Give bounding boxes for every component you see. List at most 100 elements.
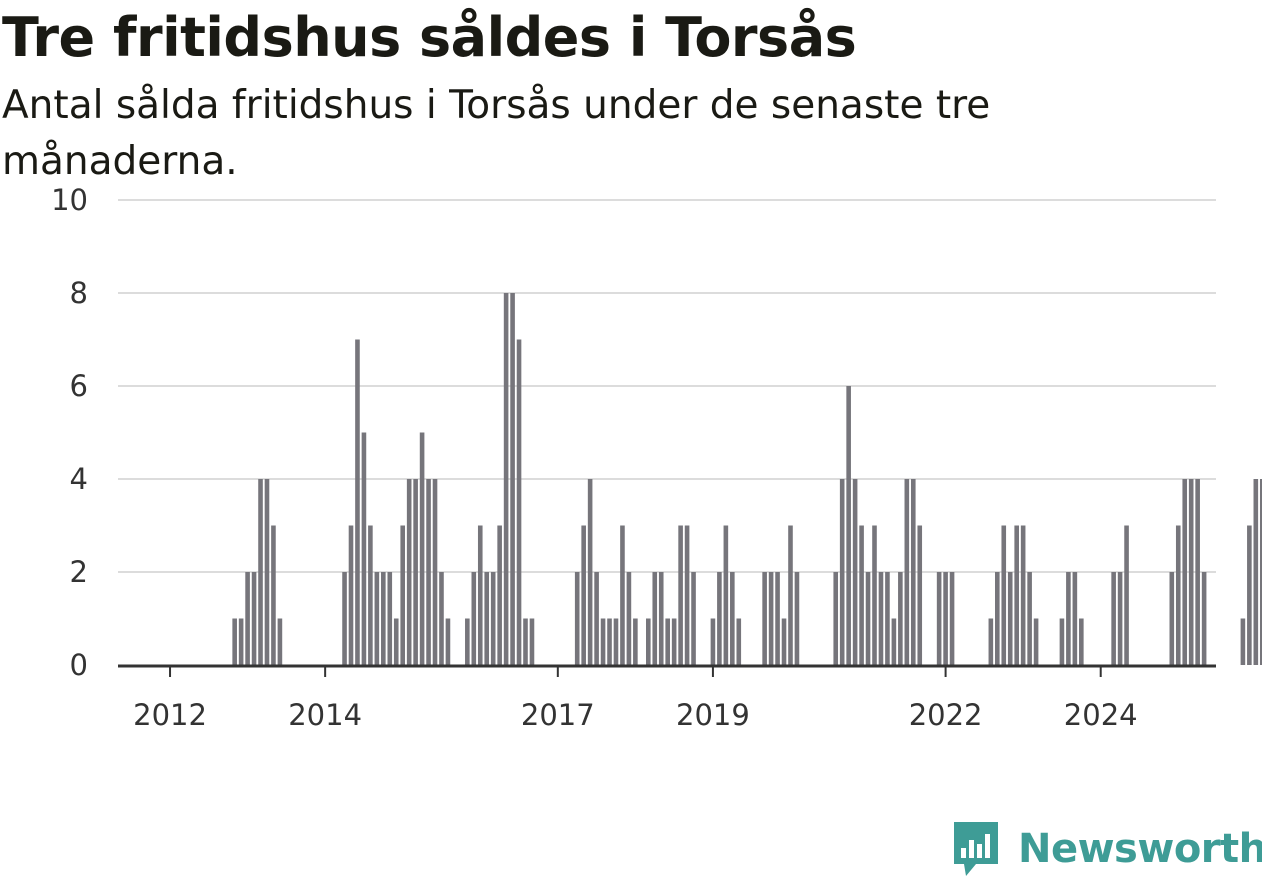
bar	[516, 339, 522, 665]
chart-title: Tre fritidshus såldes i Torsås	[2, 6, 857, 69]
bar	[730, 572, 735, 665]
y-tick-label: 8	[70, 276, 88, 310]
bar	[917, 525, 923, 665]
bar	[859, 525, 864, 665]
bar	[1033, 618, 1039, 665]
chart-subtitle: Antal sålda fritidshus i Torsås under de…	[2, 83, 991, 184]
bar	[775, 572, 780, 665]
bar	[510, 293, 515, 665]
bar	[361, 432, 367, 665]
bar	[691, 572, 696, 665]
bar	[768, 572, 774, 665]
y-tick-label: 2	[70, 555, 88, 589]
y-axis-ticks: 0 2 4 6 8 10	[51, 183, 88, 682]
bar	[581, 525, 586, 665]
bar	[878, 572, 884, 665]
bar	[988, 618, 994, 665]
bar	[490, 572, 496, 665]
bar	[419, 432, 425, 665]
bar	[665, 618, 670, 665]
x-tick-label: 2012	[133, 698, 207, 732]
bar	[1247, 525, 1252, 665]
bar	[1175, 525, 1181, 665]
x-tick-label: 2014	[288, 698, 362, 732]
bar	[587, 479, 593, 665]
bar	[788, 525, 793, 665]
bar	[1195, 479, 1200, 665]
bar	[1124, 525, 1129, 665]
bar	[465, 618, 470, 665]
newsworthy-logo: Newsworthy	[952, 820, 1262, 878]
bar	[943, 572, 948, 665]
bar	[1259, 479, 1262, 665]
bar	[477, 525, 483, 665]
bar	[898, 572, 903, 665]
bar	[1027, 572, 1032, 665]
bar	[484, 572, 490, 665]
bar	[620, 525, 625, 665]
bar	[574, 572, 580, 665]
bar	[368, 525, 373, 665]
bar	[1001, 525, 1007, 665]
bars	[232, 293, 1262, 665]
bar	[865, 572, 871, 665]
bar	[1111, 572, 1116, 665]
bar	[1014, 525, 1019, 665]
bar	[852, 479, 858, 665]
y-tick-label: 4	[70, 462, 88, 496]
bar	[949, 572, 955, 665]
bar	[910, 479, 916, 665]
x-tick-label: 2022	[909, 698, 983, 732]
bar	[1079, 618, 1084, 665]
bar	[1182, 479, 1188, 665]
bar	[381, 572, 386, 665]
bar	[626, 572, 632, 665]
bar	[1072, 572, 1078, 665]
bar	[904, 479, 910, 665]
x-tick-label: 2024	[1064, 698, 1138, 732]
y-tick-label: 0	[70, 648, 88, 682]
bar	[445, 618, 451, 665]
bar	[684, 525, 690, 665]
bar	[710, 618, 716, 665]
bar	[232, 618, 237, 665]
bar	[846, 386, 851, 665]
bar	[432, 479, 438, 665]
bar	[762, 572, 767, 665]
bar	[413, 479, 418, 665]
bar	[646, 618, 651, 665]
bar	[1020, 525, 1026, 665]
bar	[1253, 479, 1259, 665]
bar	[781, 618, 787, 665]
bar-chart-speech-bubble-icon	[954, 822, 998, 876]
bar	[1240, 618, 1246, 665]
bar	[872, 525, 877, 665]
bar	[1059, 618, 1065, 665]
bar	[671, 618, 677, 665]
bar	[400, 525, 406, 665]
x-tick-label: 2019	[676, 698, 750, 732]
bar	[1066, 572, 1071, 665]
bar	[658, 572, 664, 665]
bar	[426, 479, 431, 665]
bar	[607, 618, 612, 665]
bar	[406, 479, 412, 665]
bar	[1201, 572, 1207, 665]
bar	[471, 572, 477, 665]
bar	[393, 618, 399, 665]
bar	[439, 572, 444, 665]
brand-name: Newsworthy	[1018, 826, 1262, 872]
bar	[633, 618, 638, 665]
bar	[885, 572, 890, 665]
bar	[723, 525, 729, 665]
bar	[1169, 572, 1175, 665]
bar	[1117, 572, 1123, 665]
y-tick-label: 6	[70, 369, 88, 403]
bar	[245, 572, 250, 665]
bar	[387, 572, 393, 665]
bar	[529, 618, 535, 665]
gridlines	[118, 199, 1216, 573]
bar	[613, 618, 619, 665]
bar	[736, 618, 742, 665]
